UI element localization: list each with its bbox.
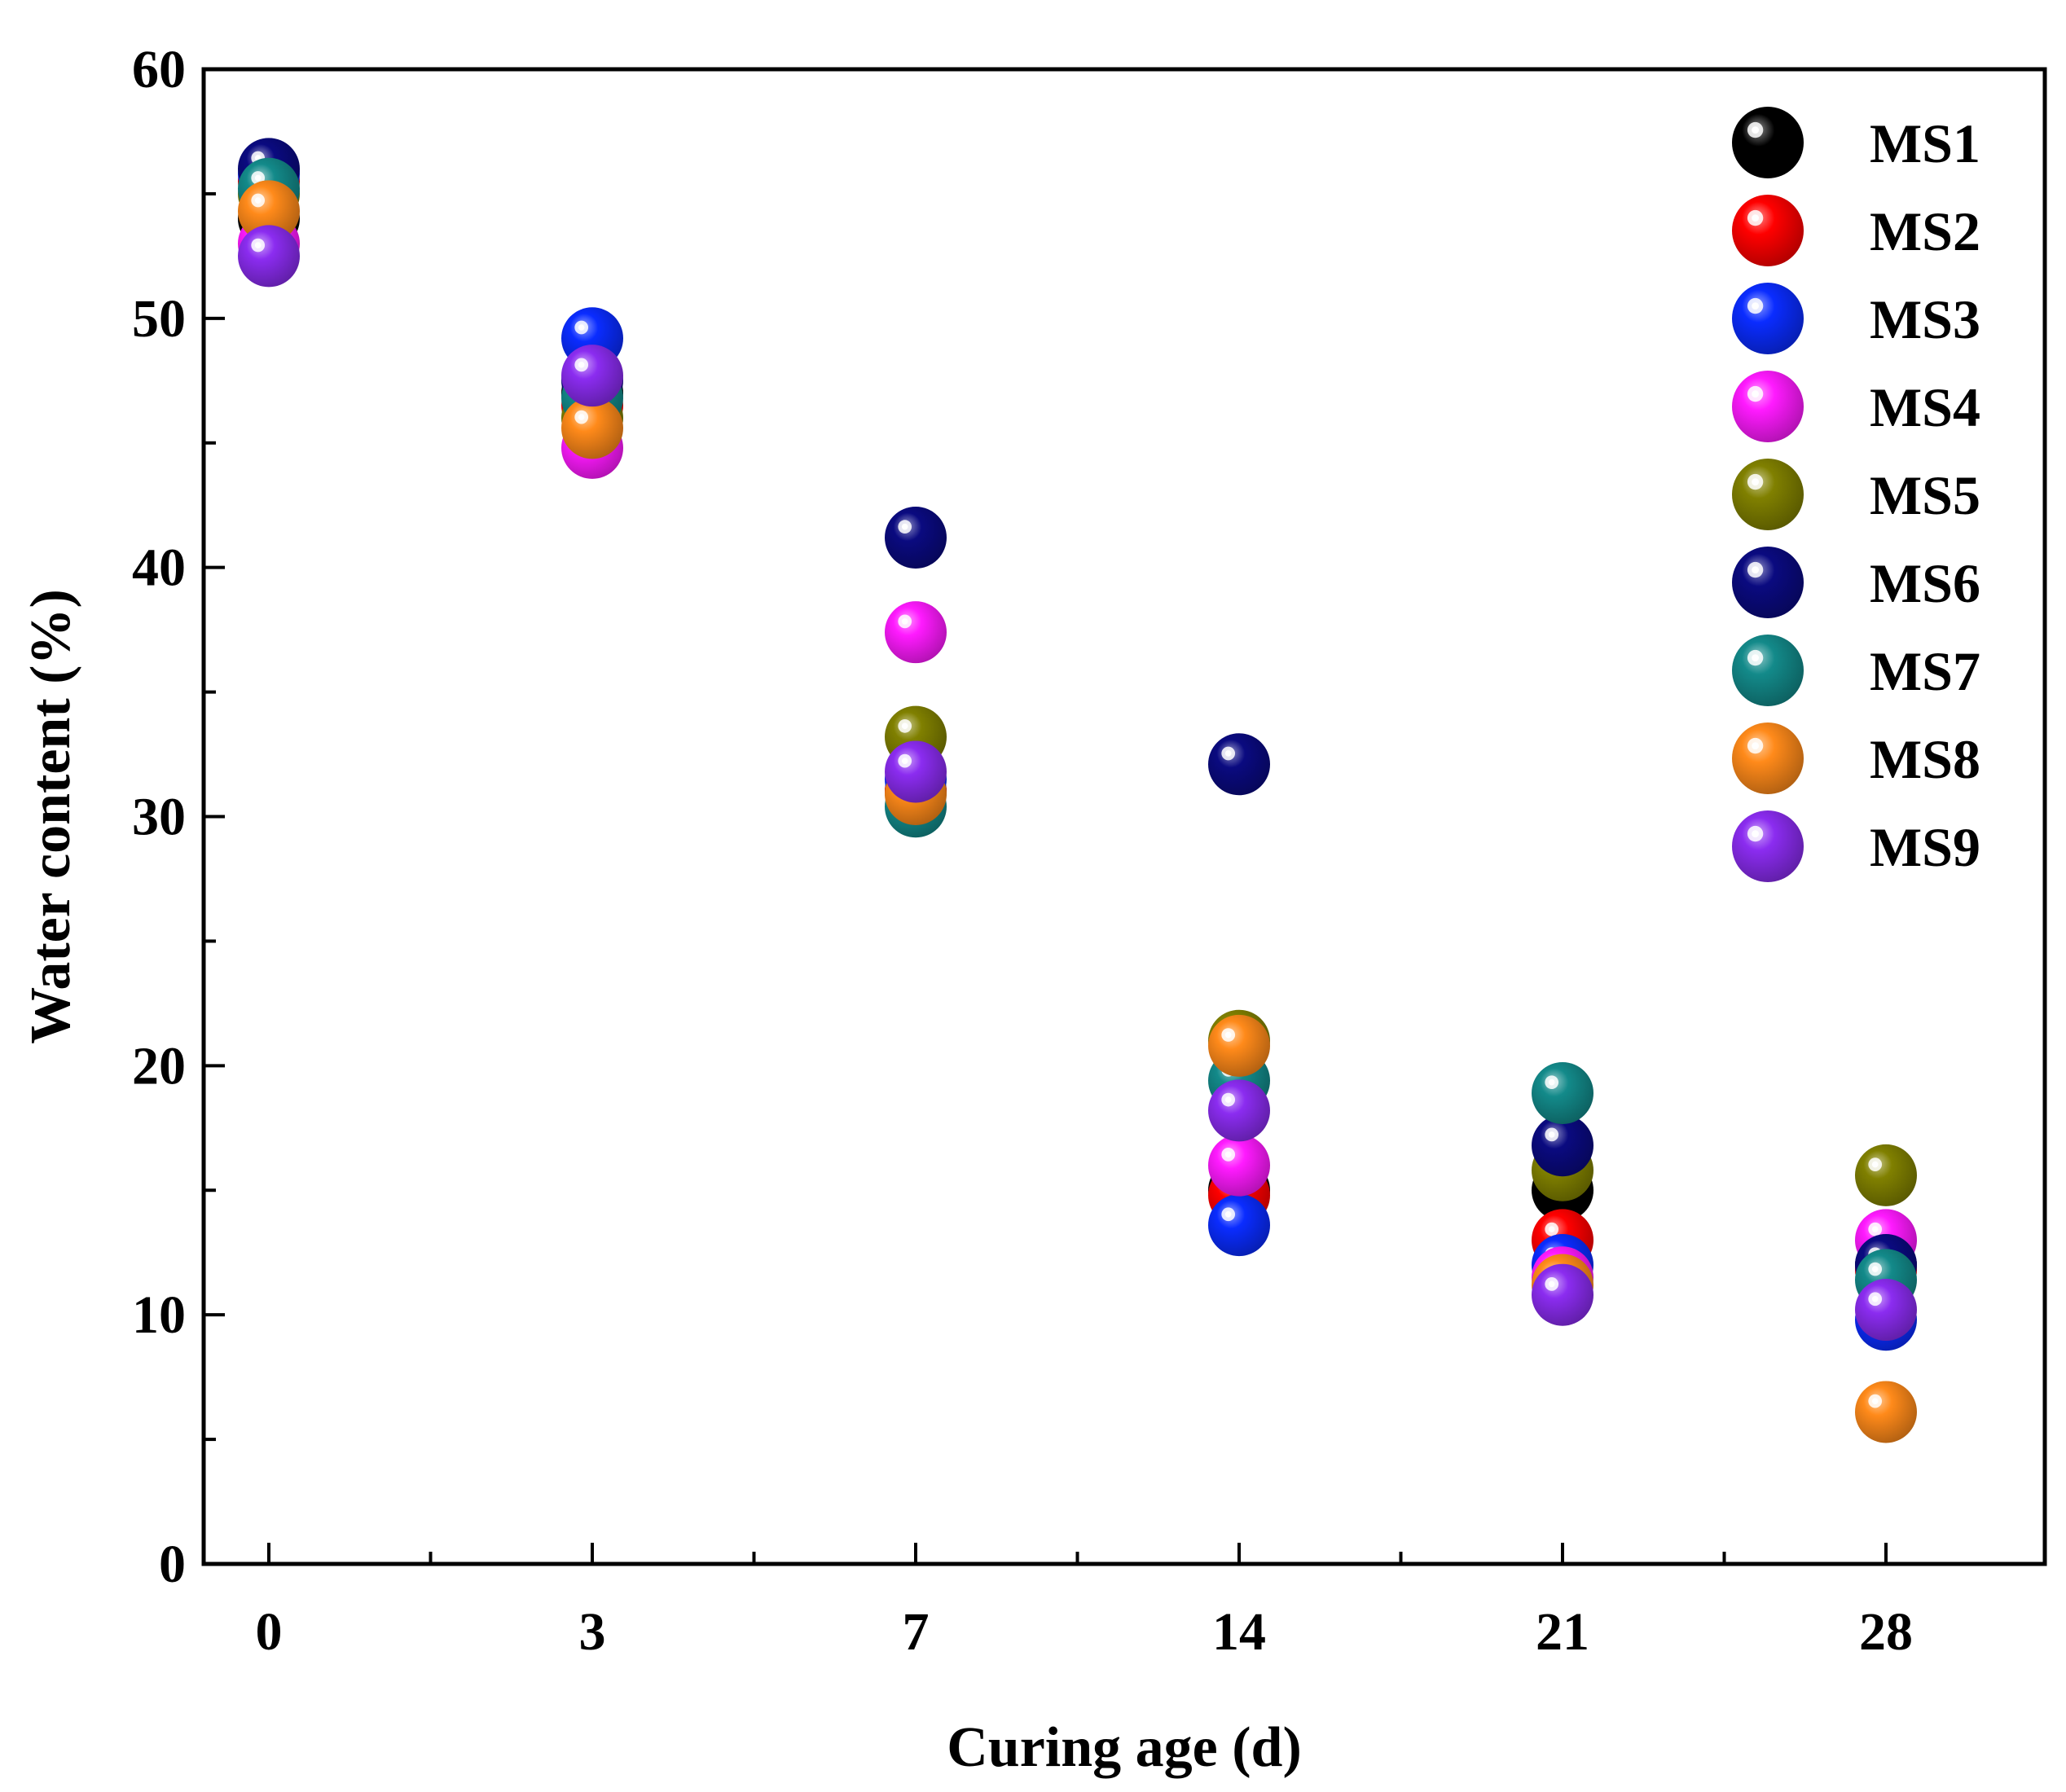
legend-label-ms7: MS7: [1870, 640, 1980, 702]
legend-marker-ms3: [1732, 283, 1804, 354]
legend-label-ms1: MS1: [1870, 112, 1980, 174]
x-tick-label: 21: [1536, 1602, 1589, 1662]
point-ms8-3: [561, 397, 623, 459]
x-tick-label: 14: [1212, 1602, 1266, 1662]
legend-label-ms5: MS5: [1870, 464, 1980, 526]
point-ms9-14: [1208, 1079, 1270, 1142]
point-ms4-7: [885, 601, 947, 664]
x-tick-label: 7: [903, 1602, 930, 1662]
point-ms9-7: [885, 740, 947, 803]
legend-marker-ms9: [1732, 810, 1804, 882]
point-ms8-0: [238, 180, 300, 243]
y-tick-label: 20: [132, 1036, 186, 1096]
y-tick-label: 40: [132, 538, 186, 598]
point-ms9-3: [561, 345, 623, 407]
y-tick-label: 50: [132, 289, 186, 349]
point-ms9-0: [238, 225, 300, 288]
y-tick-label: 10: [132, 1285, 186, 1345]
point-ms9-28: [1855, 1279, 1917, 1342]
y-tick-label: 60: [132, 40, 186, 99]
legend-marker-ms4: [1732, 371, 1804, 442]
x-axis-title: Curing age (d): [947, 1716, 1302, 1779]
legend-marker-ms6: [1732, 547, 1804, 618]
x-tick-label: 28: [1859, 1602, 1913, 1662]
point-ms8-28: [1855, 1381, 1917, 1443]
legend: MS1 MS2 MS3 MS4 MS5 MS6 MS7 MS8 MS9: [1732, 107, 1980, 882]
legend-label-ms6: MS6: [1870, 552, 1980, 614]
point-ms9-21: [1532, 1263, 1593, 1326]
legend-label-ms3: MS3: [1870, 288, 1980, 350]
x-axis: 0 3 7 14 21 28: [256, 1543, 1913, 1662]
point-ms7-21: [1532, 1061, 1593, 1124]
x-tick-label: 0: [256, 1602, 283, 1662]
legend-marker-ms1: [1732, 107, 1804, 178]
legend-marker-ms7: [1732, 635, 1804, 706]
point-ms4-14: [1208, 1134, 1270, 1197]
legend-marker-ms5: [1732, 459, 1804, 530]
point-ms6-21: [1532, 1114, 1593, 1177]
x-tick-label: 3: [579, 1602, 606, 1662]
legend-marker-ms2: [1732, 195, 1804, 266]
legend-label-ms9: MS9: [1870, 816, 1980, 878]
point-ms6-7: [885, 506, 947, 569]
data-points: [238, 138, 1917, 1443]
y-tick-label: 30: [132, 788, 186, 847]
y-axis: 0 10 20 30 40 50 60: [132, 40, 225, 1594]
y-axis-title: Water content (%): [20, 589, 82, 1044]
point-ms8-14: [1208, 1014, 1270, 1077]
y-tick-label: 0: [159, 1535, 186, 1594]
legend-marker-ms8: [1732, 723, 1804, 794]
point-ms6-14: [1208, 733, 1270, 796]
legend-label-ms4: MS4: [1870, 376, 1980, 438]
point-ms5-28: [1855, 1144, 1917, 1206]
legend-label-ms2: MS2: [1870, 200, 1980, 262]
point-ms3-14: [1208, 1194, 1270, 1257]
legend-label-ms8: MS8: [1870, 728, 1980, 790]
